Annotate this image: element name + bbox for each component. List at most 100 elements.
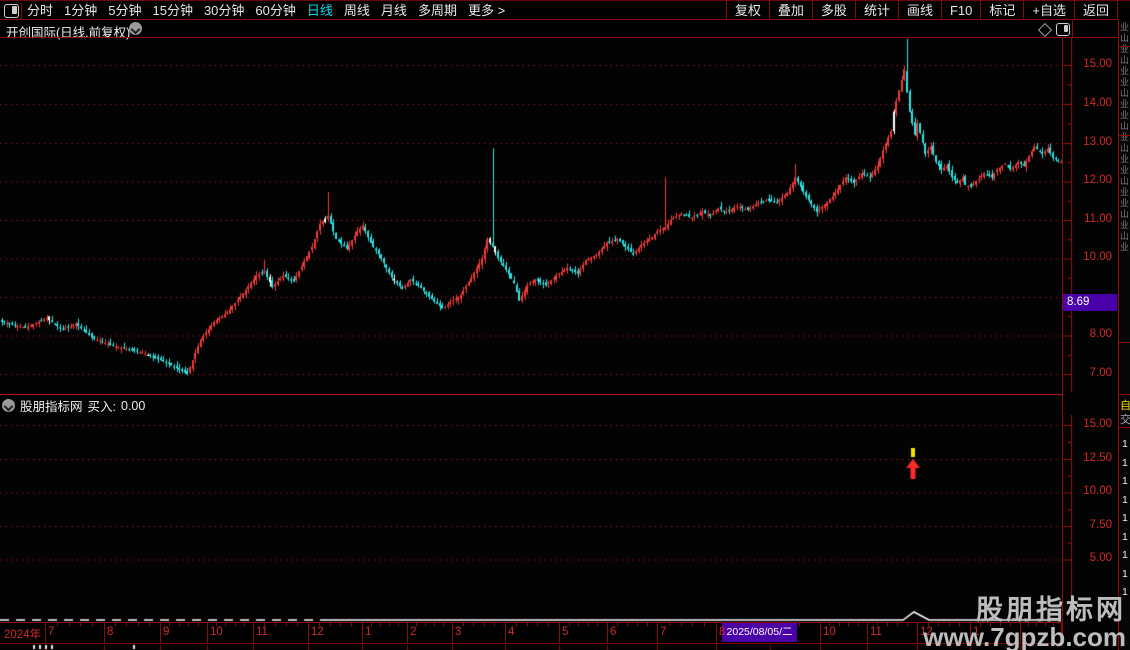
month-separator (657, 623, 658, 643)
period-tab-更多>[interactable]: 更多 > (467, 3, 506, 18)
week-tick (115, 623, 117, 626)
week-tick (425, 623, 426, 626)
month-separator (917, 623, 918, 643)
week-tick (398, 623, 399, 626)
month-separator (1061, 623, 1062, 643)
week-tick (243, 623, 245, 626)
month-separator (308, 623, 309, 643)
week-tick (597, 623, 599, 626)
chevron-down-icon[interactable] (2, 399, 15, 412)
month-separator (45, 623, 46, 643)
month-label-12: 12 (311, 626, 324, 638)
week-tick (443, 623, 444, 626)
main-axis-tick-15.00: 15.00 (1083, 58, 1112, 70)
week-tick (351, 623, 353, 626)
toolbar-button-标记[interactable]: 标记 (980, 1, 1023, 20)
month-separator (407, 623, 408, 643)
period-tab-60分钟[interactable]: 60分钟 (255, 3, 296, 18)
strip-char-second: 交 (1120, 414, 1130, 426)
period-tabs: 分时 1分钟 5分钟 15分钟 30分钟 60分钟 日线 周线 月线 多周期 更多 > (27, 1, 505, 20)
period-toolbar: 分时 1分钟 5分钟 15分钟 30分钟 60分钟 日线 周线 月线 多周期 更多 > 复权 叠加 多股… (0, 0, 1130, 20)
month-label-9: 9 (163, 626, 170, 638)
period-tab-周线[interactable]: 周线 (343, 3, 370, 18)
toolbar-button-返回[interactable]: 返回 (1073, 1, 1118, 20)
period-tab-多周期[interactable]: 多周期 (417, 3, 457, 18)
month-label-8: 8 (719, 626, 726, 638)
week-tick (1010, 623, 1011, 626)
strip-number: 1 (1122, 512, 1128, 524)
time-axis: 2024年 2025/08/05/二 7 8 9 10 11 12 1 2 3 4 5 6 7 8 10 11… (0, 623, 1062, 643)
week-tick (537, 623, 539, 626)
month-label-4: 4 (508, 626, 515, 638)
month-label-1: 1 (365, 626, 372, 638)
split-panel-icon[interactable] (1056, 23, 1070, 36)
toolbar-button-画线[interactable]: 画线 (897, 1, 941, 20)
week-tick (92, 623, 94, 626)
main-axis-tick-8.00: 8.00 (1089, 328, 1112, 340)
period-tab-1分钟[interactable]: 1分钟 (64, 3, 98, 18)
toolbar-button-复权[interactable]: 复权 (725, 1, 769, 20)
period-tab-5分钟[interactable]: 5分钟 (108, 3, 142, 18)
week-tick (286, 623, 287, 626)
week-tick (990, 623, 991, 626)
month-separator (820, 623, 821, 643)
year-label: 2024年 (4, 629, 42, 641)
week-tick (80, 623, 82, 626)
week-tick (264, 623, 265, 626)
current-price-tag: 8.69 (1063, 294, 1117, 311)
toolbar-button-F10[interactable]: F10 (940, 1, 980, 20)
indicator-header: 股朋指标网 买入: 0.00 (2, 398, 146, 414)
strip-number: 1 (1122, 493, 1128, 506)
indicator-source-label: 股朋指标网 (20, 400, 83, 414)
week-tick (188, 623, 190, 626)
week-tick (434, 623, 435, 626)
chart-title: 开创国际(日线.前复权) (6, 26, 131, 40)
week-tick (178, 623, 180, 626)
week-tick (473, 623, 475, 626)
sub-axis-tick-10.00: 10.00 (1083, 485, 1112, 497)
window-layout-icon[interactable] (4, 4, 19, 18)
sub-axis-tick-12.50: 12.50 (1083, 452, 1112, 464)
week-tick (548, 623, 550, 626)
week-tick (637, 623, 638, 626)
week-tick (126, 623, 128, 626)
week-tick (587, 623, 589, 626)
week-tick (148, 623, 150, 626)
toolbar-button-统计[interactable]: 统计 (854, 1, 898, 20)
period-tab-分时[interactable]: 分时 (27, 3, 54, 18)
week-tick (578, 623, 580, 626)
month-separator (452, 623, 453, 643)
sub-axis-tick-15.00: 15.00 (1083, 418, 1112, 430)
month-separator (104, 623, 105, 643)
week-tick (647, 623, 648, 626)
week-tick (68, 623, 70, 626)
month-separator (253, 623, 254, 643)
strip-divider (1119, 394, 1130, 395)
indicator-signal-value: 0.00 (121, 398, 146, 413)
watermark-site-name: 股朋指标网 (976, 595, 1126, 625)
strip-divider (1119, 135, 1130, 136)
period-tab-30分钟[interactable]: 30分钟 (203, 3, 245, 18)
month-label-12: 12 (920, 626, 933, 638)
month-separator (607, 623, 608, 643)
week-tick (137, 623, 139, 626)
period-tab-月线[interactable]: 月线 (380, 3, 407, 18)
toolbar-button-+自选[interactable]: +自选 (1023, 1, 1074, 20)
period-tab-日线[interactable]: 日线 (306, 3, 333, 18)
week-tick (169, 623, 171, 626)
month-label-5: 5 (562, 626, 569, 638)
week-tick (483, 623, 485, 626)
week-tick (568, 623, 570, 626)
strip-number: 1 (1122, 567, 1128, 580)
toolbar-button-多股[interactable]: 多股 (811, 1, 855, 20)
strip-divider (1119, 342, 1130, 343)
main-axis-tick-12.00: 12.00 (1083, 174, 1112, 186)
toolbar-button-叠加[interactable]: 叠加 (768, 1, 812, 20)
week-tick (938, 623, 940, 626)
period-tab-15分钟[interactable]: 15分钟 (152, 3, 193, 18)
main-axis-tick-11.00: 11.00 (1084, 213, 1112, 225)
chevron-down-icon[interactable] (129, 22, 142, 35)
strip-divider (1119, 427, 1130, 428)
